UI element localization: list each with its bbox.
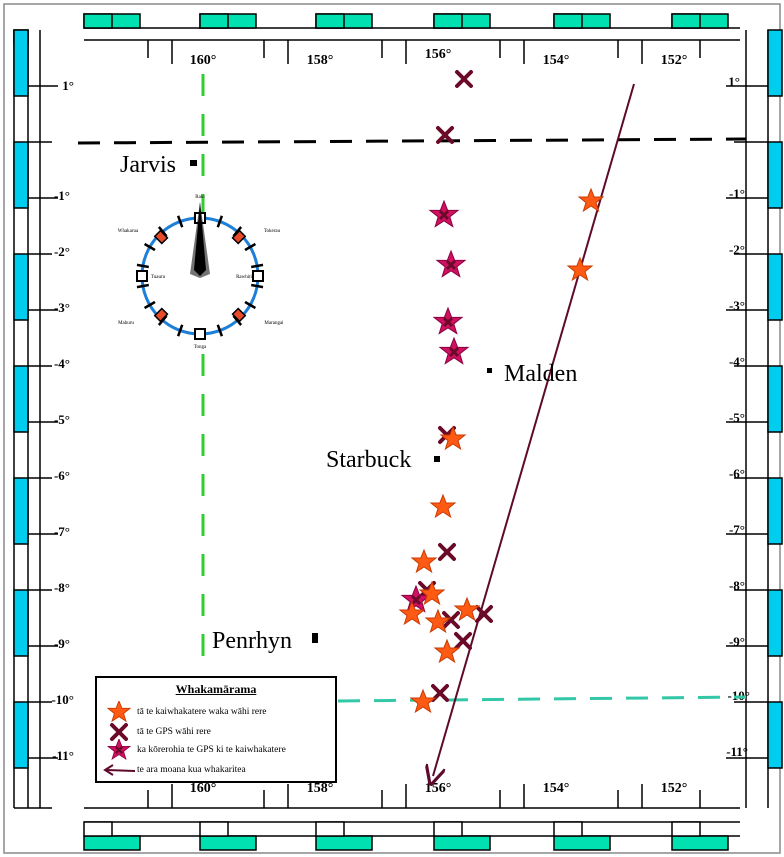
compass-label: Mahuru — [118, 321, 134, 326]
gps-cross-icon — [455, 70, 473, 88]
star-compass: Whakarua Tokerau Mahuru Marangai Tonga R… — [118, 195, 284, 350]
compass-label: Whakarua — [118, 229, 139, 234]
legend-item: tā te GPS wāhi rere — [101, 722, 211, 742]
island-starbuck-marker — [434, 456, 440, 462]
lon-label-top: 156° — [425, 47, 452, 62]
island-label: Starbuck — [326, 447, 411, 473]
legend-item: ka kōrerohia te GPS ki te kaiwhakatere — [101, 739, 286, 761]
legend: Whakamārama tā te kaiwhakatere waka wāhi… — [95, 676, 337, 783]
legend-item-label: tā te kaiwhakatere waka wāhi rere — [137, 707, 267, 717]
lat-label-right: -1° — [729, 186, 745, 201]
arrow-line-icon — [101, 760, 137, 780]
lon-label-bottom: 152° — [661, 781, 688, 796]
orange-star-icon — [578, 188, 604, 212]
lat-label-left: -10° — [51, 692, 74, 707]
lat-label-left: 1° — [62, 78, 74, 93]
lat-label-right: -6° — [729, 466, 745, 481]
lat-label-left: -3° — [54, 300, 70, 315]
lon-label-bottom: 158° — [307, 781, 334, 796]
lon-label-bottom: 154° — [543, 781, 570, 796]
lat-label-left: -8° — [54, 580, 70, 595]
legend-item: te ara moana kua whakaritea — [101, 760, 246, 780]
island-jarvis-marker — [190, 160, 197, 166]
lon-label-top: 158° — [307, 53, 334, 68]
lat-label-right: -8° — [729, 578, 745, 593]
equator-line — [77, 137, 747, 145]
lat-label-right: -3° — [729, 298, 745, 313]
bottom-frame — [83, 784, 740, 851]
lon-label-top: 152° — [661, 53, 688, 68]
compass-label: Marangai — [264, 321, 284, 326]
islands: Jarvis Malden Starbuck Penrhyn — [120, 152, 577, 654]
legend-item-label: tā te GPS wāhi rere — [137, 727, 211, 737]
orange-star-icon — [411, 549, 437, 573]
lat-label-left: -4° — [54, 356, 70, 371]
lat-label-left: -5° — [54, 412, 70, 427]
lat-label-left: -7° — [54, 524, 70, 539]
orange-star-icon — [434, 639, 460, 663]
compass-label: Tuauru — [151, 275, 166, 280]
south-parallel-line — [337, 695, 747, 703]
magenta-star-icon — [438, 336, 470, 366]
lon-label-top: 160° — [190, 53, 217, 68]
legend-item: tā te kaiwhakatere waka wāhi rere — [101, 701, 267, 723]
orange-star-icon — [454, 597, 480, 621]
gps-cross-icon — [454, 632, 472, 650]
lat-label-right: -9° — [729, 634, 745, 649]
lat-label-right: -2° — [729, 242, 745, 257]
gps-cross-icon — [438, 543, 456, 561]
lat-label-left: -6° — [54, 468, 70, 483]
compass-label: Tokerau — [264, 229, 281, 234]
top-frame — [83, 13, 740, 64]
island-malden-marker — [487, 368, 492, 373]
orange-star-icon — [430, 494, 456, 518]
legend-item-label: te ara moana kua whakaritea — [137, 765, 246, 775]
island-penrhyn-marker — [312, 633, 318, 643]
island-label: Malden — [504, 361, 577, 387]
left-frame — [13, 29, 58, 809]
lat-label-right: -5° — [729, 410, 745, 425]
planned-route-line — [433, 83, 635, 776]
legend-title: Whakamārama — [175, 682, 257, 696]
lat-label-right: -7° — [729, 522, 745, 537]
lon-label-bottom: 160° — [190, 781, 217, 796]
lat-label-right: -10° — [727, 688, 750, 703]
lat-label-right: -11° — [726, 744, 748, 759]
magenta-star-icon — [432, 306, 464, 336]
lat-label-left: -11° — [52, 748, 74, 763]
orange-star-icon — [101, 701, 137, 723]
navigator-positions — [399, 188, 604, 713]
magenta-star-icon — [435, 249, 467, 279]
lat-label-left: -1° — [54, 188, 70, 203]
orange-star-icon — [410, 689, 436, 713]
orange-star-icon — [567, 257, 593, 281]
lat-label-left: -9° — [54, 636, 70, 651]
gps-agree-positions — [400, 199, 470, 614]
island-label: Jarvis — [120, 152, 176, 178]
right-frame — [726, 29, 783, 808]
compass-label: Tonga — [194, 345, 207, 350]
lat-label-left: -2° — [54, 244, 70, 259]
compass-label: Raki — [195, 195, 205, 200]
dark-cross-icon — [101, 722, 137, 742]
lat-label-right: -4° — [729, 354, 745, 369]
lon-label-bottom: 156° — [425, 781, 452, 796]
legend-item-label: ka kōrerohia te GPS ki te kaiwhakatere — [137, 745, 286, 755]
island-label: Penrhyn — [212, 628, 292, 654]
magenta-star-icon — [428, 199, 460, 229]
lon-label-top: 154° — [543, 53, 570, 68]
lat-label-right: 1° — [728, 74, 740, 89]
magenta-star-icon — [101, 739, 137, 761]
compass-label: Rawhiti — [236, 275, 252, 280]
